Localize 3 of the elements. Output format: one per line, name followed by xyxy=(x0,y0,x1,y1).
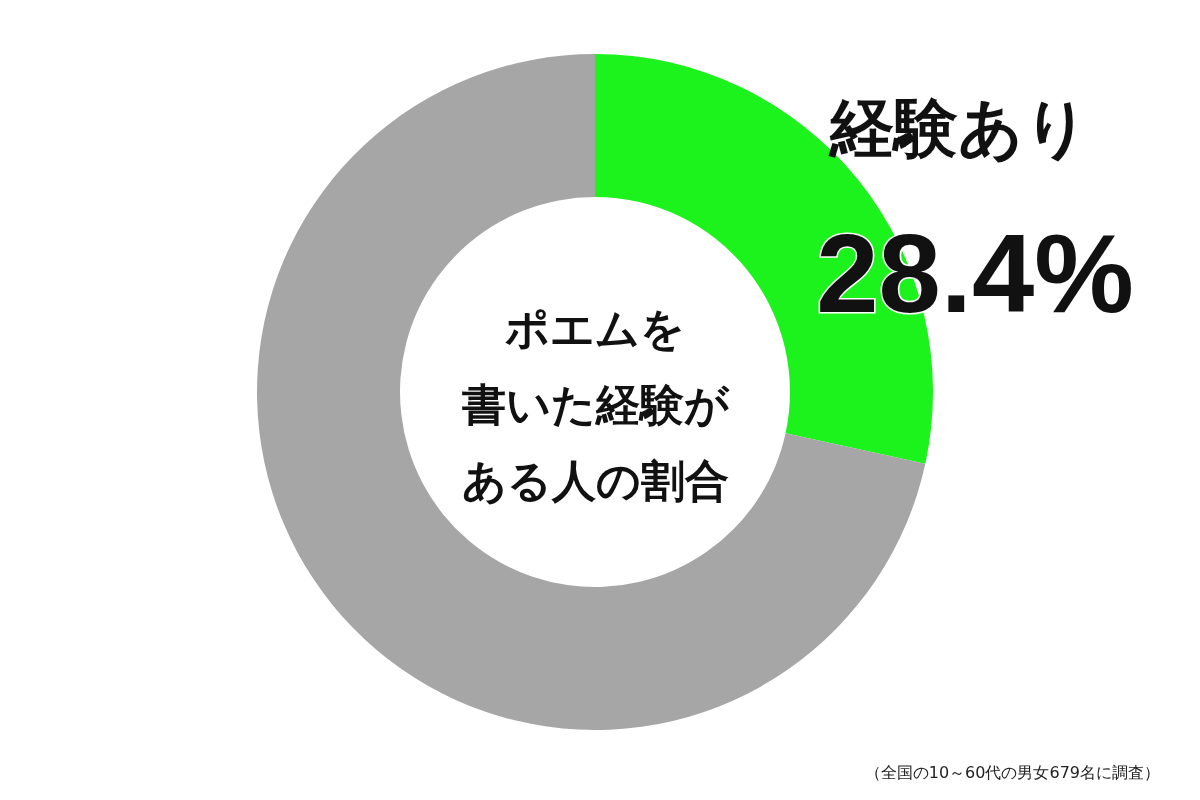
slice-label: 経験あり xyxy=(828,91,1090,165)
text: ポエムを書いた経験がある人の割合 xyxy=(461,303,730,506)
text: （全国の10～60代の男女679名に調査） xyxy=(864,763,1160,782)
